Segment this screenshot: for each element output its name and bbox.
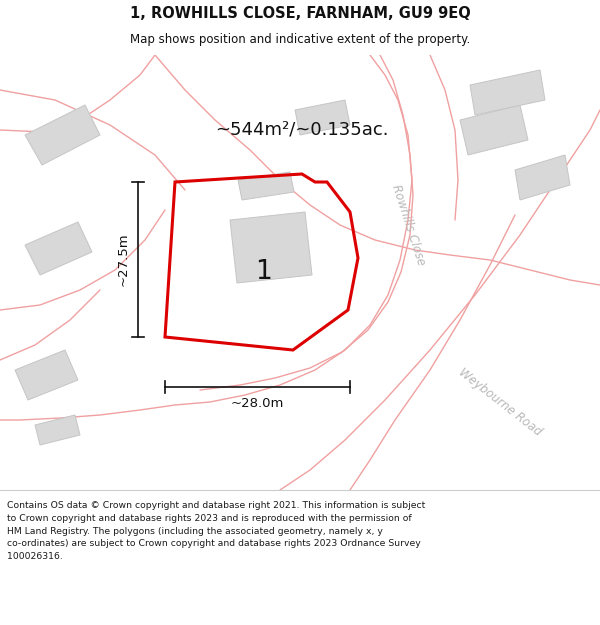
- Text: ~544m²/~0.135ac.: ~544m²/~0.135ac.: [215, 121, 389, 139]
- Polygon shape: [25, 222, 92, 275]
- Text: Rowhills Close: Rowhills Close: [389, 183, 427, 267]
- Text: 1: 1: [254, 259, 271, 285]
- Polygon shape: [460, 105, 528, 155]
- Polygon shape: [470, 70, 545, 115]
- Polygon shape: [515, 155, 570, 200]
- Polygon shape: [238, 172, 294, 200]
- Text: Weybourne Road: Weybourne Road: [456, 366, 544, 438]
- Polygon shape: [295, 100, 350, 135]
- Text: Map shows position and indicative extent of the property.: Map shows position and indicative extent…: [130, 33, 470, 46]
- Polygon shape: [35, 415, 80, 445]
- Polygon shape: [15, 350, 78, 400]
- Text: ~28.0m: ~28.0m: [231, 397, 284, 410]
- Polygon shape: [230, 212, 312, 283]
- Text: ~27.5m: ~27.5m: [117, 232, 130, 286]
- Text: 1, ROWHILLS CLOSE, FARNHAM, GU9 9EQ: 1, ROWHILLS CLOSE, FARNHAM, GU9 9EQ: [130, 6, 470, 21]
- Text: Contains OS data © Crown copyright and database right 2021. This information is : Contains OS data © Crown copyright and d…: [7, 501, 425, 561]
- Polygon shape: [25, 105, 100, 165]
